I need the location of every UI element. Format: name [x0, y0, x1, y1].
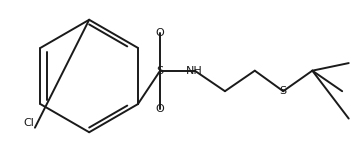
Text: O: O [156, 28, 165, 38]
Text: S: S [280, 86, 287, 96]
Text: O: O [156, 104, 165, 114]
Text: NH: NH [186, 66, 203, 76]
Text: S: S [157, 66, 164, 76]
Text: Cl: Cl [23, 118, 34, 128]
